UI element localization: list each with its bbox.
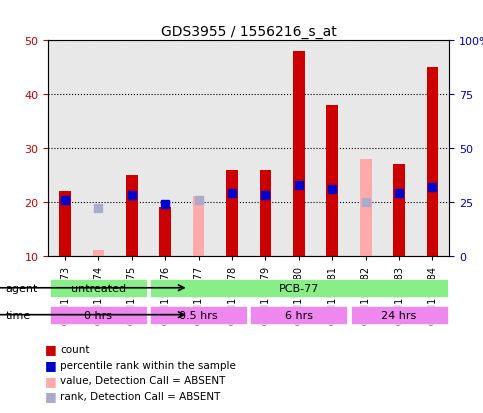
Bar (293, 52, 305, 256)
Title: GDS3955 / 1556216_s_at: GDS3955 / 1556216_s_at (161, 25, 337, 39)
Text: agent: agent (6, 283, 38, 293)
Bar (59, 192, 71, 256)
Bar (259, 170, 271, 256)
Text: ■: ■ (45, 342, 57, 356)
Text: ■: ■ (45, 389, 57, 403)
Bar (150, 279, 448, 297)
Bar (426, 68, 439, 256)
Bar (250, 306, 347, 324)
Text: percentile rank within the sample: percentile rank within the sample (60, 360, 236, 370)
Bar (126, 176, 138, 256)
Bar (150, 306, 247, 324)
Text: ■: ■ (45, 374, 57, 387)
Text: untreated: untreated (71, 283, 126, 293)
Text: count: count (60, 344, 90, 354)
Bar (226, 170, 238, 256)
Bar (93, 251, 104, 256)
Bar (393, 165, 405, 256)
Text: 0.5 hrs: 0.5 hrs (179, 310, 218, 320)
Bar (50, 279, 147, 297)
Text: 24 hrs: 24 hrs (382, 310, 417, 320)
Text: time: time (6, 310, 31, 320)
Text: ■: ■ (45, 358, 57, 371)
Text: 6 hrs: 6 hrs (285, 310, 313, 320)
Text: 0 hrs: 0 hrs (85, 310, 113, 320)
Bar (327, 106, 338, 256)
Text: PCB-77: PCB-77 (279, 283, 319, 293)
Bar (50, 306, 147, 324)
Text: value, Detection Call = ABSENT: value, Detection Call = ABSENT (60, 375, 226, 385)
Text: rank, Detection Call = ABSENT: rank, Detection Call = ABSENT (60, 391, 221, 401)
Bar (351, 306, 448, 324)
Bar (360, 159, 371, 256)
Bar (159, 208, 171, 256)
Bar (193, 197, 204, 256)
